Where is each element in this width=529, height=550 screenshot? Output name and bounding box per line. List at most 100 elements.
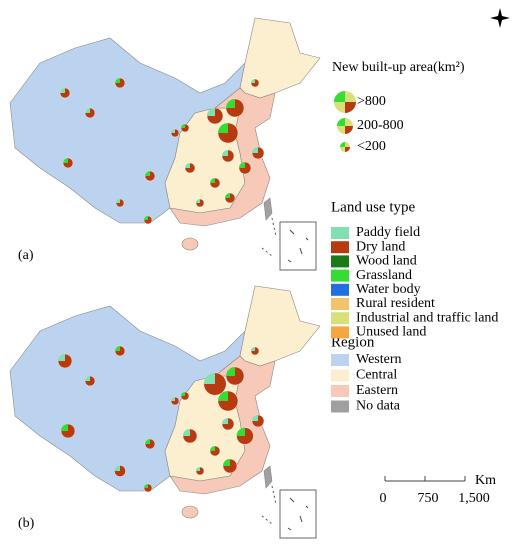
inset-islands [287, 229, 309, 263]
size-legend-label: >800 [357, 94, 386, 109]
maps [9, 17, 321, 539]
pie-slice [183, 429, 190, 436]
scale-unit: Km [475, 473, 496, 488]
size-symbol-slice [334, 91, 345, 102]
size-symbol-slice [345, 147, 350, 152]
scale-label: 0 [380, 491, 387, 506]
pie-slice [60, 88, 65, 93]
land-use-legend-title: Land use type [331, 199, 415, 215]
size-legend-label: 200-800 [357, 118, 404, 133]
compass-rose [490, 8, 510, 28]
map-panel [9, 17, 321, 271]
region-shape [239, 17, 321, 99]
region-swatch [331, 385, 349, 397]
pie-slice [251, 347, 255, 351]
pie-slice [63, 158, 68, 163]
pie-slice [210, 178, 215, 183]
region-swatch [331, 400, 349, 413]
land-use-swatch [331, 326, 349, 339]
panel-label: (b) [18, 516, 35, 531]
region-shape [239, 285, 321, 367]
region-shape [263, 197, 273, 221]
land-use-swatch [331, 255, 349, 268]
pie-slice [85, 376, 90, 381]
pie-slice [181, 392, 185, 396]
size-symbol-slice [345, 126, 353, 134]
land-use-label: Rural resident [356, 296, 435, 311]
pie-slice [61, 424, 68, 431]
pie-slice [222, 150, 228, 156]
land-use-label: Grassland [356, 268, 412, 283]
pie-slice [239, 162, 245, 168]
pie-slice [171, 129, 175, 133]
pie-slice [203, 372, 215, 384]
land-use-swatch [331, 283, 349, 296]
pie-slice [225, 193, 230, 198]
land-use-label: Paddy field [356, 225, 420, 240]
pie-slice [252, 415, 258, 421]
pie-slice [145, 171, 150, 176]
land-use-label: Water body [356, 282, 421, 297]
region-label: Eastern [356, 383, 398, 398]
pie-slice [196, 467, 200, 471]
pie-slice [115, 78, 120, 83]
land-use-swatch [331, 241, 349, 254]
land-use-label: Dry land [356, 239, 405, 254]
pie-slice [58, 354, 65, 361]
region-swatch [331, 354, 349, 366]
pie-slice [144, 484, 148, 488]
coast-dashes [261, 485, 277, 525]
pie-slice [222, 418, 228, 424]
pie-slice [85, 108, 90, 113]
size-symbol-slice [340, 142, 345, 147]
pie-slice [185, 163, 190, 168]
pie-slice [181, 124, 185, 128]
land-use-label: Industrial and traffic land [356, 310, 498, 325]
pie-slice [196, 199, 200, 203]
size-legend-title: New built-up area(km²) [332, 60, 465, 75]
land-use-swatch [331, 298, 349, 310]
pie-slice [171, 397, 175, 401]
pie-slice [252, 147, 258, 153]
region-shape [169, 87, 276, 227]
region-legend-title: Region [331, 334, 375, 350]
map-panel [9, 285, 321, 539]
pie-slice [218, 391, 228, 401]
land-use-swatch [331, 227, 349, 239]
land-use-label: Unused land [356, 325, 426, 340]
pie-slice [226, 99, 235, 108]
pie-slice [236, 427, 245, 436]
pie-slice [114, 465, 120, 471]
panel-label: (a) [18, 248, 34, 263]
region-shape [169, 355, 276, 495]
inset-box [279, 489, 317, 539]
size-legend-label: <200 [357, 139, 386, 154]
pie-slice [210, 446, 215, 451]
pie-slice [207, 108, 215, 116]
compass [490, 8, 510, 28]
region-label: No data [356, 399, 401, 414]
region-label: Western [356, 352, 402, 367]
pie-slice [144, 216, 148, 220]
region-shape [181, 505, 199, 519]
pie-slice [226, 367, 235, 376]
coast-dashes [261, 217, 277, 257]
size-symbol-slice [337, 118, 345, 126]
scale-label: 1,500 [458, 491, 490, 506]
inset-islands [287, 497, 309, 531]
scale-label: 750 [418, 491, 439, 506]
region-swatch [331, 369, 349, 382]
inset-box [279, 221, 317, 271]
pie-slice [251, 79, 255, 83]
land-use-label: Wood land [356, 254, 417, 269]
pie-slice [218, 123, 228, 133]
region-label: Central [356, 368, 397, 383]
pie-slice [145, 439, 150, 444]
scale-bar: Km 0 750 1,500 [380, 473, 497, 506]
region-shape [263, 465, 273, 489]
size-symbol-slice [345, 102, 356, 113]
pie-slice [223, 459, 230, 466]
pie-slice [116, 199, 120, 203]
region-shape [181, 237, 199, 251]
